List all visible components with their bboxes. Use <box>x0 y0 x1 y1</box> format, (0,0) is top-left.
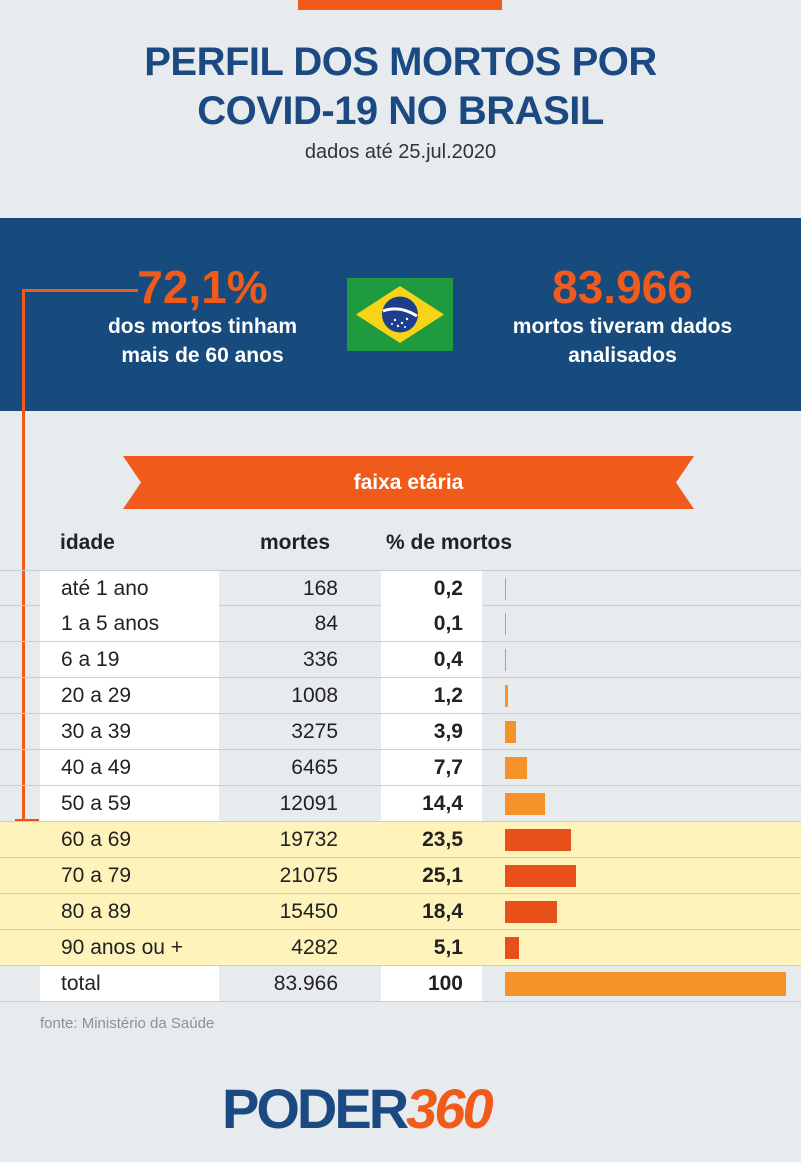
row-age-label: 30 a 39 <box>40 714 219 749</box>
brazil-flag-icon <box>347 278 453 351</box>
table-row: total 83.966 100 <box>0 966 801 1002</box>
stat-over-60-value: 72,1% <box>137 261 268 313</box>
row-pct-value: 0,2 <box>381 571 482 606</box>
row-pct-value: 5,1 <box>433 936 463 959</box>
row-deaths-value: 1008 <box>291 684 338 707</box>
row-pct-bar <box>505 757 527 779</box>
stat-analyzed-desc-1: mortos tiveram dados <box>512 315 733 338</box>
title-line-2: COVID-19 NO BRASIL <box>197 89 604 133</box>
row-deaths-value: 84 <box>314 612 338 635</box>
row-pct-value: 100 <box>381 966 482 1001</box>
row-deaths-value: 168 <box>302 577 338 600</box>
row-age-label: 50 a 59 <box>40 786 219 821</box>
row-deaths-value: 21075 <box>279 864 338 887</box>
row-deaths-value: 3275 <box>291 720 338 743</box>
row-pct-value: 25,1 <box>422 864 463 887</box>
row-pct-value: 0,1 <box>381 606 482 641</box>
stat-over-60: 72,1% dos mortos tinham mais de 60 anos <box>80 262 325 370</box>
row-deaths-value: 19732 <box>279 828 338 851</box>
row-age-label: 6 a 19 <box>40 642 219 677</box>
stat-over-60-desc-1: dos mortos tinham <box>107 315 297 338</box>
row-pct-bar <box>505 793 546 815</box>
connector-line-horizontal <box>22 289 138 292</box>
column-header-pct: % de mortos <box>386 531 513 554</box>
stat-analyzed-desc-2: analisados <box>568 344 677 367</box>
table-row: 90 anos ou + 4282 5,1 <box>0 930 801 966</box>
page-subtitle: dados até 25.jul.2020 <box>304 141 497 163</box>
row-age-label: até 1 ano <box>40 571 219 606</box>
row-pct-bar <box>505 829 572 851</box>
top-accent-bar <box>298 0 502 10</box>
row-pct-value: 23,5 <box>422 828 463 851</box>
row-pct-value: 0,4 <box>381 642 482 677</box>
stat-over-60-desc-2: mais de 60 anos <box>121 344 284 367</box>
table-row: 1 a 5 anos 84 0,1 <box>0 606 801 642</box>
row-pct-bar <box>505 613 506 635</box>
stat-analyzed-value: 83.966 <box>552 261 693 313</box>
row-age-label: 80 a 89 <box>61 900 132 923</box>
row-pct-bar <box>505 649 507 671</box>
table-row: 20 a 29 1008 1,2 <box>0 678 801 714</box>
table-row: 60 a 69 19732 23,5 <box>0 822 801 858</box>
page-title: PERFIL DOS MORTOS POR COVID-19 NO BRASIL <box>0 38 801 136</box>
row-pct-bar <box>505 865 576 887</box>
row-deaths-value: 15450 <box>279 900 338 923</box>
row-age-label: total <box>40 966 219 1001</box>
row-deaths-value: 336 <box>302 648 338 671</box>
source-note: fonte: Ministério da Saúde <box>40 1015 215 1032</box>
column-header-idade: idade <box>60 531 115 554</box>
row-age-label: 70 a 79 <box>61 864 132 887</box>
title-line-1: PERFIL DOS MORTOS POR <box>144 40 657 84</box>
table-row: 80 a 89 15450 18,4 <box>0 894 801 930</box>
table-row: até 1 ano 168 0,2 <box>0 570 801 606</box>
row-pct-value: 18,4 <box>422 900 463 923</box>
row-age-label: 1 a 5 anos <box>40 606 219 641</box>
stat-analyzed: 83.966 mortos tiveram dados analisados <box>490 262 755 370</box>
table-row: 50 a 59 12091 14,4 <box>0 786 801 822</box>
section-label: faixa etária <box>353 471 464 494</box>
row-pct-value: 1,2 <box>381 678 482 713</box>
row-age-label: 60 a 69 <box>61 828 132 851</box>
column-header-mortes: mortes <box>260 531 331 554</box>
table-row: 40 a 49 6465 7,7 <box>0 750 801 786</box>
logo-text-main: PODER <box>222 1077 409 1140</box>
row-age-label: 20 a 29 <box>40 678 219 713</box>
table-row: 30 a 39 3275 3,9 <box>0 714 801 750</box>
row-pct-value: 3,9 <box>381 714 482 749</box>
row-pct-bar <box>505 972 786 996</box>
row-age-label: 40 a 49 <box>40 750 219 785</box>
row-age-label: 90 anos ou + <box>61 936 184 959</box>
row-deaths-value: 12091 <box>279 792 338 815</box>
table-row: 70 a 79 21075 25,1 <box>0 858 801 894</box>
row-deaths-value: 83.966 <box>273 972 338 995</box>
row-pct-bar <box>505 937 520 959</box>
row-deaths-value: 6465 <box>291 756 338 779</box>
table-row: 6 a 19 336 0,4 <box>0 642 801 678</box>
row-pct-bar <box>505 685 509 707</box>
row-pct-bar <box>505 721 516 743</box>
row-pct-value: 14,4 <box>381 786 482 821</box>
poder360-logo: PODER360 <box>222 1081 494 1137</box>
row-pct-value: 7,7 <box>381 750 482 785</box>
connector-line-vertical <box>22 289 25 819</box>
section-ribbon <box>123 456 694 509</box>
age-table: até 1 ano 168 0,2 1 a 5 anos 84 0,1 6 a 19 336 0… <box>0 570 801 1002</box>
row-pct-bar <box>505 578 506 600</box>
logo-text-number: 360 <box>406 1077 493 1140</box>
row-deaths-value: 4282 <box>291 936 338 959</box>
row-pct-bar <box>505 901 557 923</box>
